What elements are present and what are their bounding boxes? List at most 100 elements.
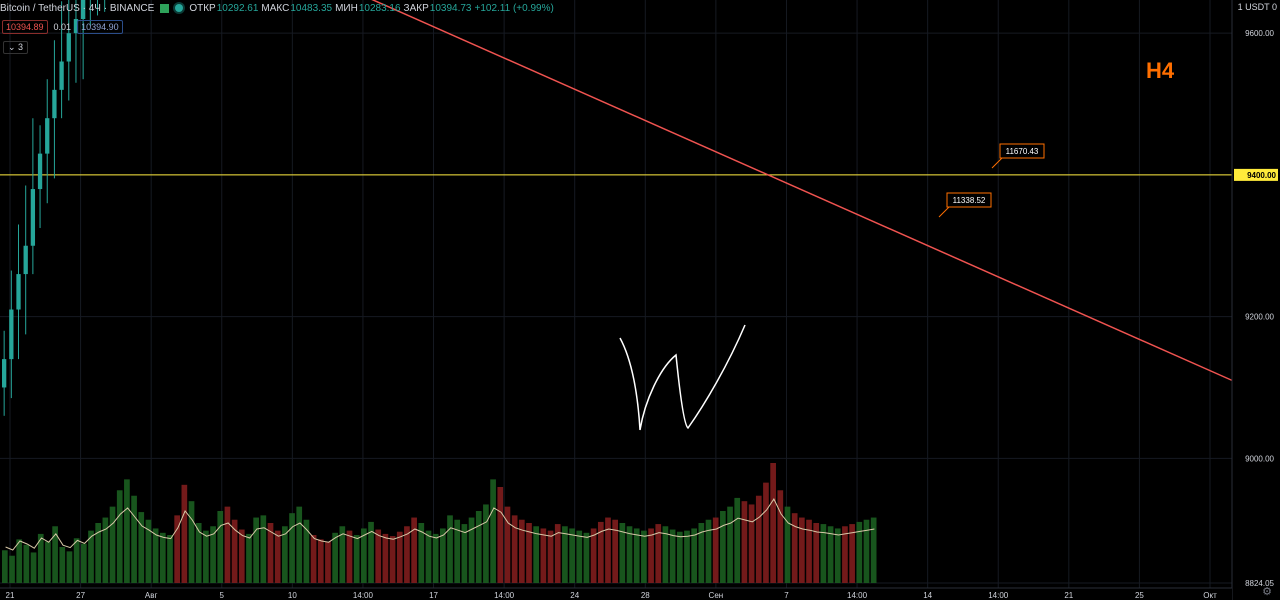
price-tick-label: 8824.05 xyxy=(1245,579,1274,588)
symbol-title[interactable]: Bitcoin / TetherUS · 4Ч · BINANCE xyxy=(0,2,155,14)
volume-bar xyxy=(662,526,669,583)
price-label-box xyxy=(999,143,1045,159)
close-label: ЗАКР xyxy=(403,2,429,14)
low-value: 10283.16 xyxy=(358,2,401,14)
time-tick-label: 14:00 xyxy=(847,591,868,600)
volume-bar xyxy=(655,524,662,583)
volume-bar xyxy=(267,523,274,583)
volume-bar xyxy=(583,532,590,583)
volume-bar xyxy=(303,519,310,583)
volume-bar xyxy=(195,523,202,583)
time-tick-label: 17 xyxy=(429,591,438,600)
time-tick-label: 5 xyxy=(220,591,225,600)
volume-bar xyxy=(720,511,726,583)
time-tick-label: 10 xyxy=(288,591,297,600)
volume-bar xyxy=(712,517,719,583)
volume-bar xyxy=(526,523,532,583)
price-tick-label: 9200.00 xyxy=(1245,313,1274,322)
volume-bar xyxy=(569,528,575,583)
volume-bar xyxy=(332,532,338,583)
volume-bar xyxy=(483,504,489,583)
volume-bar xyxy=(856,521,863,583)
volume-bar xyxy=(382,533,389,583)
volume-bar xyxy=(547,530,554,583)
volume-bar xyxy=(827,526,834,583)
volume-bar xyxy=(454,519,461,583)
sell-button[interactable]: 10394.89 xyxy=(2,20,48,34)
price-tick-label: 9600.00 xyxy=(1245,29,1274,38)
candle xyxy=(2,359,7,388)
volume-bar xyxy=(533,526,540,583)
timeframe-annotation[interactable]: H4 xyxy=(1146,58,1175,83)
volume-bar xyxy=(626,526,633,583)
volume-bar xyxy=(404,526,410,583)
trendline-support xyxy=(371,0,1233,382)
volume-bar xyxy=(691,528,697,583)
open-value: 10292.61 xyxy=(216,2,259,14)
axis-unit-label[interactable]: 1 USDT 0 xyxy=(1237,2,1277,12)
volume-bar xyxy=(605,517,611,583)
volume-bar xyxy=(80,543,87,583)
price-axis xyxy=(1232,0,1280,600)
trade-panel: 10394.89 0.01 10394.90 xyxy=(2,20,123,34)
indicators-count: 3 xyxy=(18,42,24,52)
volume-bar xyxy=(167,535,173,583)
open-label: ОТКР xyxy=(189,2,216,14)
volume-bar xyxy=(461,524,468,583)
price-tick-label: 9000.00 xyxy=(1245,454,1274,463)
indicators-toggle[interactable]: ⌄ 3 xyxy=(3,41,29,54)
volume-bar xyxy=(511,515,518,583)
close-value: 10394.73 xyxy=(429,2,472,14)
volume-bar xyxy=(9,555,15,583)
volume-bar xyxy=(791,513,798,583)
market-status-icon xyxy=(175,4,184,12)
time-tick-label: 21 xyxy=(6,591,15,600)
volume-bar xyxy=(238,529,245,583)
high-value: 10483.35 xyxy=(290,2,333,14)
volume-bar xyxy=(124,479,130,583)
volume-bar xyxy=(806,519,812,583)
candle xyxy=(9,309,14,360)
volume-bar xyxy=(504,506,511,583)
price-label-pointer xyxy=(991,157,1003,169)
time-tick-label: 21 xyxy=(1064,591,1073,600)
volume-bar xyxy=(734,497,741,583)
gear-icon[interactable]: ⚙ xyxy=(1262,586,1272,598)
volume-bar xyxy=(770,463,776,583)
volume-bar xyxy=(698,523,705,583)
time-tick-label: 14:00 xyxy=(494,591,515,600)
volume-bar xyxy=(353,535,360,583)
price-label-text: 11670.43 xyxy=(1006,147,1039,156)
volume-bar xyxy=(755,495,762,583)
volume-bar xyxy=(763,482,769,583)
hand-drawn-w-pattern xyxy=(619,324,746,431)
volume-bar xyxy=(576,530,583,583)
volume-bar xyxy=(296,506,303,583)
price-marker xyxy=(1234,168,1278,181)
volume-bar xyxy=(59,547,66,583)
volume-bar xyxy=(102,517,109,583)
volume-bar xyxy=(159,532,166,583)
volume-bar xyxy=(339,526,346,583)
volume-bar xyxy=(447,515,453,583)
candle xyxy=(30,189,36,246)
volume-bar xyxy=(425,530,432,583)
volume-bar xyxy=(490,479,496,583)
price-label-pointer xyxy=(938,206,950,218)
volume-bar xyxy=(45,541,51,583)
volume-bar xyxy=(138,512,145,583)
volume-bar xyxy=(777,490,784,583)
volume-bar xyxy=(174,515,181,583)
time-tick-label: 7 xyxy=(784,591,789,600)
time-tick-label: 25 xyxy=(1135,591,1144,600)
candle xyxy=(73,18,79,34)
low-label: МИН xyxy=(335,2,358,14)
volume-bar xyxy=(597,521,604,583)
flag-icon[interactable] xyxy=(160,3,170,13)
buy-button[interactable]: 10394.90 xyxy=(77,20,123,34)
candle xyxy=(45,118,50,154)
volume-bar xyxy=(468,517,475,583)
volume-bar xyxy=(612,519,619,583)
